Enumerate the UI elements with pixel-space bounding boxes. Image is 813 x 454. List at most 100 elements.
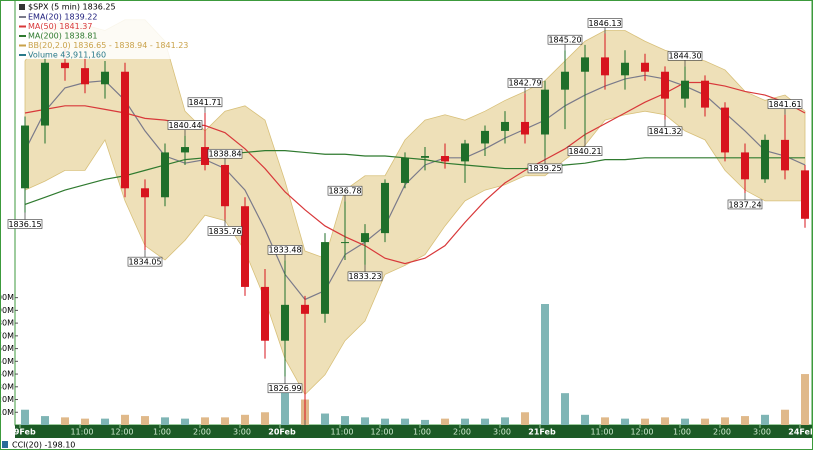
candle-body [141,188,149,198]
candle-body [21,125,29,189]
volume-bar [81,418,89,425]
candle-body [381,182,389,234]
candle-body [761,139,769,180]
volume-bar [581,414,589,425]
x-tick-label: 12:00 [630,428,653,437]
volume-bar [641,418,649,425]
callout-label: 1846.13 [588,19,621,28]
volume-tick-label: 90M [0,306,14,315]
x-tick-label: 3:00 [233,428,251,437]
callout-label: 1845.20 [548,36,581,45]
volume-bar [221,417,229,425]
callout-label: 1840.21 [568,147,601,156]
volume-bar [781,409,789,425]
candle-body [741,152,749,180]
legend-label: MA(50) 1841.37 [28,22,92,31]
callout-label: 1835.76 [208,227,241,236]
volume-tick-label: 100M [0,293,14,302]
callout-label: 1841.32 [648,127,681,136]
candle-layer [21,33,809,420]
callout-label: 1833.48 [268,246,301,255]
candle-body [781,139,789,171]
legend-label: MA(200) 1838.81 [28,32,98,41]
x-tick-label: 11:00 [330,428,353,437]
volume-bar [141,416,149,425]
x-tick-label: 21Feb [528,428,556,437]
callout-label: 1841.61 [768,100,801,109]
candle-body [241,206,249,287]
candle-body [601,57,609,76]
volume-tick-label: 80M [0,319,14,328]
volume-bar [121,414,129,425]
callout-label: 1836.78 [328,187,361,196]
x-tick-label: 12:00 [370,428,393,437]
callout-box [207,148,243,159]
candle-body [61,62,69,69]
callout-box [207,226,243,236]
x-tick-label: 1:00 [153,428,171,437]
volume-tick-label: 60M [0,344,14,353]
candle-body [101,71,109,85]
volume-bar [181,418,189,425]
candle-body [341,242,349,244]
x-tick-label: 24Feb [788,428,813,437]
callout-box [267,245,303,255]
legend-label: Volume 43,911,160 [28,51,106,60]
x-tick-label: 19Feb [8,428,36,437]
volume-bar [681,418,689,425]
callout-label: 1844.30 [668,52,701,61]
legend-icon [19,4,25,10]
candle-body [561,71,569,90]
candle-body [581,57,589,72]
callout-label: 1842.79 [508,79,541,88]
volume-bar [801,374,809,425]
legend-box [16,1,206,59]
volume-bar [261,412,269,425]
volume-bar [421,419,429,425]
volume-bar [321,413,329,425]
candle-body [361,233,369,243]
callout-label: 1836.15 [8,220,41,229]
candle-body [181,147,189,153]
volume-bar [621,418,629,425]
volume-bar [701,418,709,425]
callout-label: 1833.23 [348,272,381,281]
callout-box [167,120,203,130]
callout-box [727,199,763,210]
candle-body [501,121,509,131]
volume-bar [541,304,549,425]
legend-label: EMA(20) 1839.22 [28,13,97,22]
volume-bar [241,414,249,425]
volume-bar [561,393,569,425]
x-tick-label: 3:00 [753,428,771,437]
x-tick-label: 1:00 [673,428,691,437]
line-layer [24,74,806,301]
callout-box [767,99,803,109]
volume-bar [201,417,209,425]
volume-bar [761,414,769,425]
callout-box [267,383,303,394]
candle-body [121,71,129,189]
callout-box [587,18,623,28]
x-tick-label: 2:00 [713,428,731,437]
candle-body [721,107,729,153]
callout-label: 1834.05 [128,257,161,266]
candle-body [621,62,629,76]
candle-body [221,164,229,207]
candle-body [521,121,529,135]
x-tick-label: 11:00 [70,428,93,437]
legend-label: BB(20,2.0) 1836.65 - 1838.94 - 1841.23 [28,41,188,50]
overlay-line [24,74,806,301]
callout-label: 1837.24 [728,200,761,209]
candle-body [41,62,49,126]
candle-body [681,80,689,99]
volume-bar [501,417,509,425]
x-tick-label: 11:00 [590,428,613,437]
callout-label: 1826.99 [268,384,301,393]
axis-layer: 10M 20M 30M 40M 50M 60M 70M 80M 90M 100M 19Feb 11:0… [0,293,813,436]
candle-body [321,242,329,314]
candle-body [81,68,89,85]
volume-bar [281,386,289,425]
overlay-line [24,81,806,265]
candle-body [541,89,549,135]
